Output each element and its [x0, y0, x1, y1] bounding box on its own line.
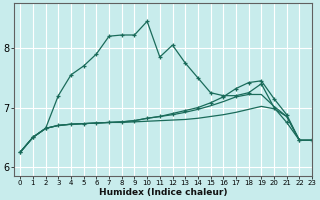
X-axis label: Humidex (Indice chaleur): Humidex (Indice chaleur)	[99, 188, 227, 197]
